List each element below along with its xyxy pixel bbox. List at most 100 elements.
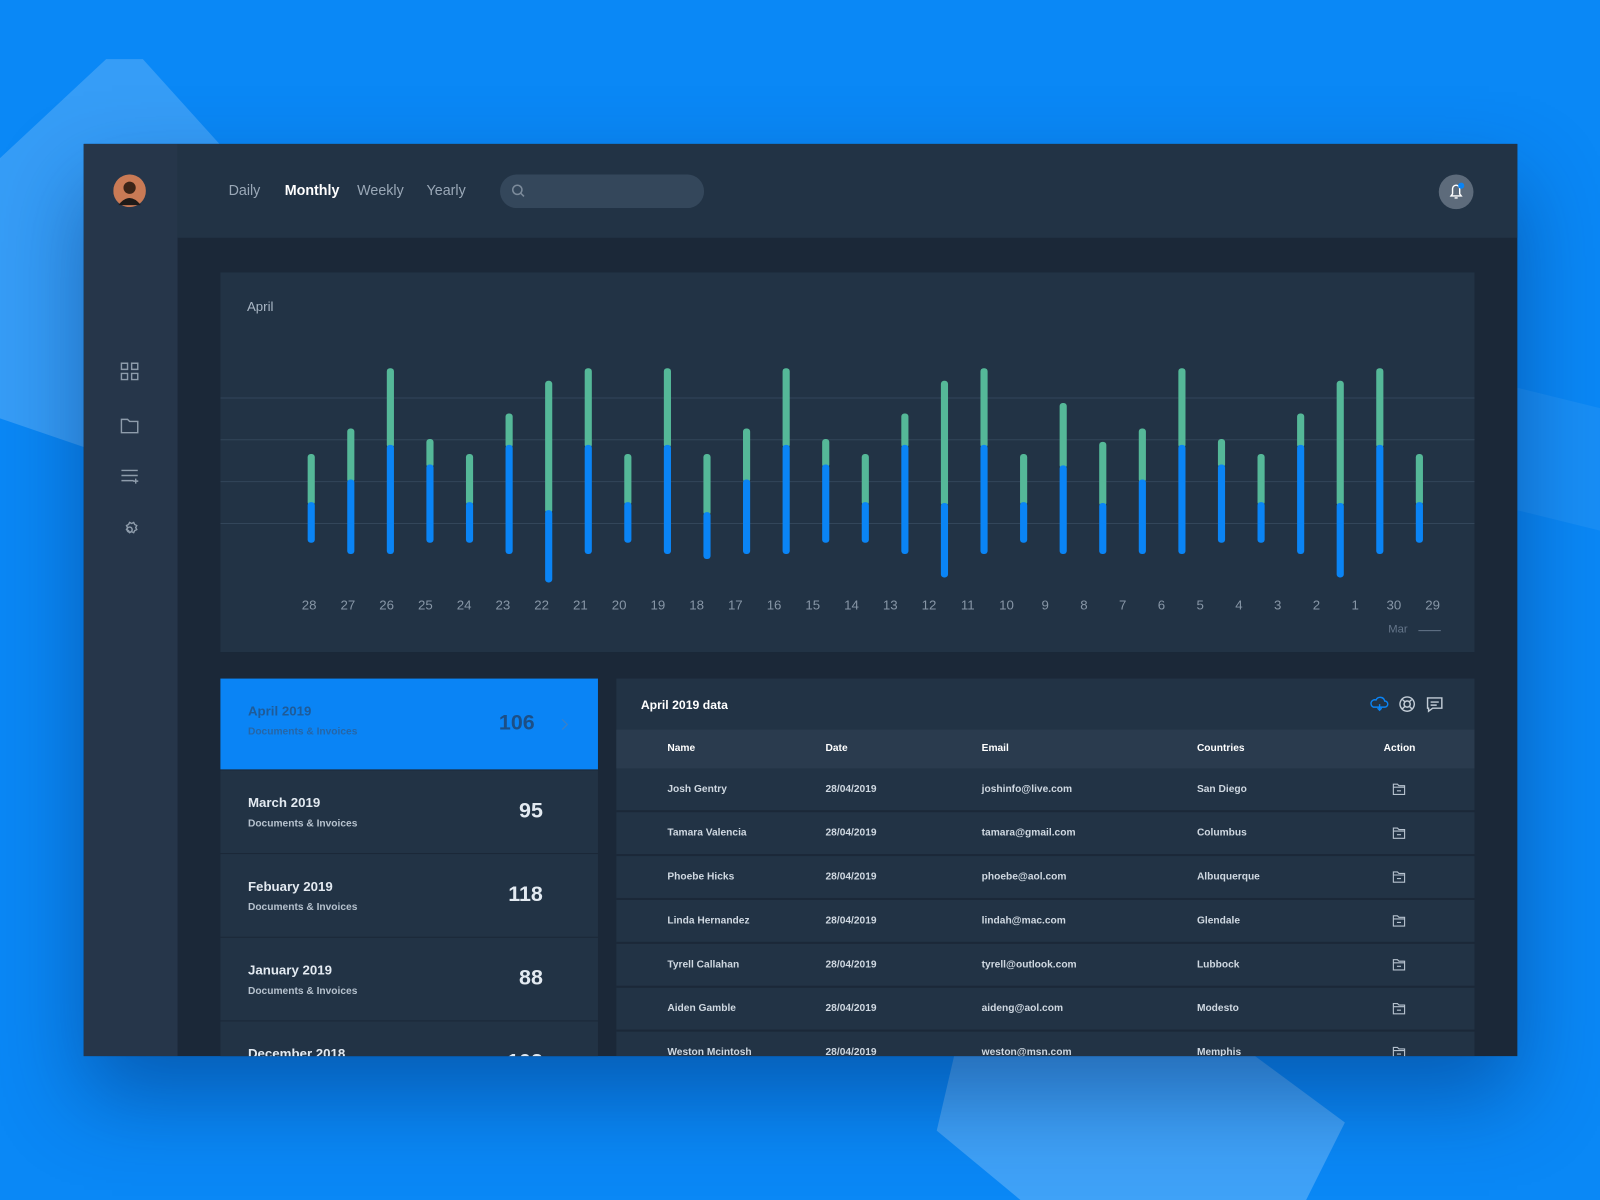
grid-icon[interactable] <box>119 361 139 381</box>
x-label: 15 <box>805 598 820 613</box>
action-button[interactable] <box>1392 1045 1406 1057</box>
column-header: Action <box>1383 742 1416 755</box>
bar-upper <box>980 368 988 448</box>
x-label: 27 <box>341 598 356 613</box>
help-icon[interactable] <box>1397 694 1417 714</box>
cloud-icon[interactable] <box>1369 694 1389 714</box>
app-window: Daily Monthly Weekly Yearly April 28 27 26 25 24… <box>83 143 1518 1057</box>
avatar-head <box>123 181 136 194</box>
month-item[interactable]: Febuary 2019 Documents & Invoices 118 <box>220 854 598 937</box>
table-cell: San Diego <box>1196 783 1247 795</box>
x-label: 19 <box>650 598 665 613</box>
month-title: December 2018 <box>247 1045 346 1057</box>
chat-icon[interactable] <box>1424 694 1444 714</box>
avatar[interactable] <box>113 174 146 208</box>
x-label: 17 <box>728 598 743 613</box>
nav-tab[interactable]: Monthly <box>284 181 340 198</box>
nav-tab[interactable]: Yearly <box>426 181 466 198</box>
bar-upper <box>1257 454 1265 506</box>
month-title: Febuary 2019 <box>247 878 333 894</box>
action-button[interactable] <box>1392 913 1406 927</box>
x-label: 21 <box>573 598 588 613</box>
column-header: Date <box>825 742 848 755</box>
bar-upper <box>1138 428 1146 483</box>
search-field <box>499 174 705 209</box>
month-item[interactable]: January 2019 Documents & Invoices 88 <box>220 937 598 1021</box>
nav-tab[interactable]: Weekly <box>357 181 404 198</box>
x-label: 7 <box>1119 598 1126 613</box>
bg-shape <box>0 59 220 447</box>
search-box[interactable] <box>499 174 705 209</box>
folder-icon-path <box>120 418 139 434</box>
column-header: Email <box>981 742 1009 755</box>
month-list: April 2019 Documents & Invoices 106 March 2… <box>220 678 598 1057</box>
month-count: 95 <box>519 798 543 823</box>
x-label: 8 <box>1080 598 1087 613</box>
bar-upper <box>782 368 790 448</box>
bar-upper <box>307 454 315 506</box>
nav-tab[interactable]: Daily <box>228 181 261 198</box>
month-count: 106 <box>498 711 535 735</box>
action-icon <box>1392 959 1406 971</box>
month-item[interactable]: March 2019 Documents & Invoices 95 <box>220 770 598 854</box>
action-icon <box>1392 871 1406 883</box>
bar-upper <box>1297 413 1305 448</box>
table-cell: Lubbock <box>1196 959 1240 971</box>
table-cell: 28/04/2019 <box>825 1003 877 1015</box>
table-cell: Tyrell Callahan <box>667 959 740 971</box>
x-label: 12 <box>922 598 937 613</box>
bar-upper <box>1059 402 1067 469</box>
bar-lower <box>505 444 513 555</box>
table-row: Phoebe Hicks 28/04/2019 phoebe@aol.com Albu… <box>616 856 1475 900</box>
column-header: Name <box>667 742 696 755</box>
action-button[interactable] <box>1392 957 1406 971</box>
chevron-path <box>561 718 569 731</box>
list-icon[interactable] <box>119 465 139 485</box>
bar-lower <box>782 444 790 555</box>
table-cell: Tamara Valencia <box>667 827 747 839</box>
bar-upper <box>386 368 394 448</box>
column-header: Countries <box>1196 742 1245 755</box>
table-cell: Josh Gentry <box>667 783 727 795</box>
x-label: 5 <box>1197 598 1204 613</box>
action-button[interactable] <box>1392 826 1406 840</box>
month-subtitle: Documents & Invoices <box>247 818 358 830</box>
help-icon-path <box>1399 696 1415 712</box>
bar-upper <box>545 380 553 514</box>
bar-upper <box>1178 368 1186 448</box>
action-button[interactable] <box>1392 782 1406 796</box>
bar-lower <box>1336 502 1344 578</box>
x-label: 18 <box>689 598 704 613</box>
settings-icon[interactable] <box>119 519 139 539</box>
action-icon <box>1392 915 1406 927</box>
table-header: Name Date Email Countries Action <box>616 729 1475 769</box>
table-cell: Linda Hernandez <box>667 915 750 927</box>
bar-upper <box>703 454 711 516</box>
table-cell: 28/04/2019 <box>825 871 877 883</box>
data-table: April 2019 data Name Date Email Countries Act… <box>616 678 1475 1057</box>
x-label: 22 <box>534 598 549 613</box>
bell-bg <box>1438 174 1474 210</box>
bar-upper <box>505 413 513 448</box>
x-label: 26 <box>379 598 394 613</box>
table-cell: 28/04/2019 <box>825 783 877 795</box>
table-cell: 28/04/2019 <box>825 915 877 927</box>
action-button[interactable] <box>1392 1001 1406 1015</box>
settings-icon-path <box>125 521 138 534</box>
chat-icon-path <box>1426 697 1443 713</box>
table-cell: 28/04/2019 <box>825 1046 877 1057</box>
x-label: 25 <box>418 598 433 613</box>
folder-icon[interactable] <box>119 415 139 435</box>
month-item[interactable]: December 2018 102 <box>220 1021 598 1057</box>
bar-upper <box>584 368 592 448</box>
table-cell: Glendale <box>1196 915 1241 927</box>
bar-lower <box>584 444 592 555</box>
month-item[interactable]: April 2019 Documents & Invoices 106 <box>220 678 598 770</box>
x-note: Mar <box>1388 624 1408 636</box>
x-label: 10 <box>999 598 1014 613</box>
bar-upper <box>465 454 474 506</box>
table-row: Linda Hernandez 28/04/2019 lindah@mac.com G… <box>616 900 1475 944</box>
notification-button[interactable] <box>1438 173 1475 210</box>
action-button[interactable] <box>1392 869 1406 883</box>
